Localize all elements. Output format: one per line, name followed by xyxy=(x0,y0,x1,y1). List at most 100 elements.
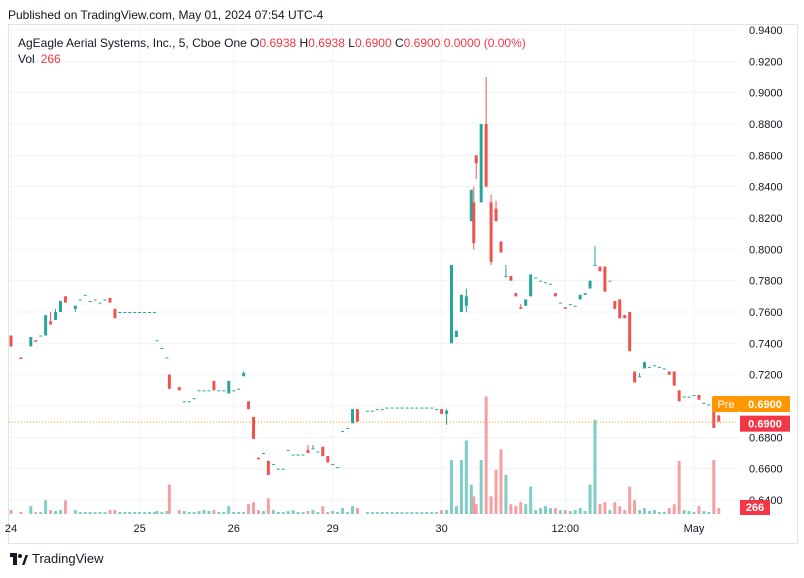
candle-body xyxy=(83,294,87,296)
candle-body xyxy=(440,409,444,414)
volume-bar xyxy=(578,508,582,514)
volume-bar xyxy=(123,512,127,514)
volume-bar xyxy=(143,512,147,514)
open-label: O xyxy=(250,36,260,50)
candle-body xyxy=(667,371,671,375)
volume-bar xyxy=(534,510,538,514)
candle-body xyxy=(177,387,181,391)
candle-body xyxy=(534,277,538,279)
y-tick-label: 0.8200 xyxy=(749,213,783,225)
candle-body xyxy=(227,380,231,394)
volume-bar xyxy=(568,511,572,514)
candle-body xyxy=(128,312,132,313)
volume-bar xyxy=(618,506,622,514)
volume-bar xyxy=(227,506,231,514)
candle-body xyxy=(573,305,577,307)
candle-body xyxy=(385,407,389,409)
volume-bar xyxy=(187,512,191,514)
candle-body xyxy=(430,407,434,409)
volume-bar xyxy=(155,511,159,514)
volume-bar xyxy=(346,512,350,514)
y-tick-label: 0.9200 xyxy=(749,56,783,68)
volume-bar xyxy=(316,512,320,514)
symbol-title[interactable]: AgEagle Aerial Systems, Inc., 5, Cboe On… xyxy=(18,36,247,50)
volume-bar xyxy=(63,500,67,514)
volume-bar xyxy=(440,510,444,514)
y-tick-label: 0.7400 xyxy=(749,338,783,350)
candle-body xyxy=(123,312,127,313)
candle-body xyxy=(321,446,325,457)
volume-bar xyxy=(548,508,552,514)
volume-label[interactable]: Vol xyxy=(18,52,35,66)
volume-bar xyxy=(237,512,241,514)
volume-bar xyxy=(459,460,463,514)
volume-bar xyxy=(9,510,13,514)
volume-bar xyxy=(103,512,107,514)
volume-bar xyxy=(311,510,315,514)
candle-body xyxy=(256,457,260,460)
volume-bar xyxy=(474,504,478,514)
volume-bar xyxy=(454,506,458,514)
candle-body xyxy=(192,398,196,400)
volume-bar xyxy=(588,484,592,514)
candle-body xyxy=(524,299,528,306)
volume-bar xyxy=(291,510,295,514)
volume-bar xyxy=(400,512,404,514)
volume-bar xyxy=(583,511,587,514)
candle-body xyxy=(553,293,557,297)
volume-bar xyxy=(138,512,142,514)
volume-bar xyxy=(202,510,206,514)
candle-body xyxy=(608,280,612,282)
candle-body xyxy=(341,431,345,433)
x-tick-label: 24 xyxy=(5,523,17,535)
volume-bar xyxy=(553,508,557,514)
volume-bar xyxy=(613,502,617,514)
candle-body xyxy=(291,454,295,456)
candle-body xyxy=(380,409,384,411)
volume-bar xyxy=(261,511,265,514)
brand-name: TradingView xyxy=(32,551,104,566)
candle-body xyxy=(202,390,206,392)
volume-bar xyxy=(449,460,453,514)
candle-body xyxy=(454,330,458,338)
volume-bar xyxy=(524,504,528,514)
volume-bar xyxy=(73,510,77,514)
volume-bar xyxy=(321,506,325,514)
volume-bar xyxy=(499,449,503,514)
volume-bar xyxy=(472,496,476,514)
candle-body xyxy=(118,312,122,313)
candle-body xyxy=(672,371,676,386)
volume-bar xyxy=(608,510,612,514)
y-tick-label: 0.7600 xyxy=(749,307,783,319)
volume-bar xyxy=(182,511,186,514)
candle-body xyxy=(410,407,414,409)
volume-bar xyxy=(380,512,384,514)
candle-body xyxy=(529,274,533,297)
candle-body xyxy=(346,427,350,429)
candle-body xyxy=(155,340,159,342)
volume-bar xyxy=(232,512,236,514)
volume-bar xyxy=(410,512,414,514)
volume-bar xyxy=(252,502,256,514)
volume-bar xyxy=(539,508,543,514)
volume-bar xyxy=(682,510,686,514)
volume-bar xyxy=(375,512,379,514)
candle-body xyxy=(464,296,468,306)
volume-bar xyxy=(598,504,602,514)
candle-body xyxy=(613,301,617,309)
volume-bar xyxy=(212,510,216,514)
volume-bar xyxy=(603,502,607,514)
candle-body xyxy=(687,396,691,398)
candle-body xyxy=(717,415,721,422)
candle-body xyxy=(197,390,201,392)
candle-body xyxy=(316,451,320,453)
volume-bar xyxy=(623,510,627,514)
candle-body xyxy=(237,388,241,390)
candle-body xyxy=(647,366,651,368)
volume-bar xyxy=(301,512,305,514)
volume-bar xyxy=(469,484,473,514)
tradingview-footer[interactable]: TradingView xyxy=(10,551,104,566)
candle-body xyxy=(682,396,686,398)
volume-bar xyxy=(306,511,310,514)
